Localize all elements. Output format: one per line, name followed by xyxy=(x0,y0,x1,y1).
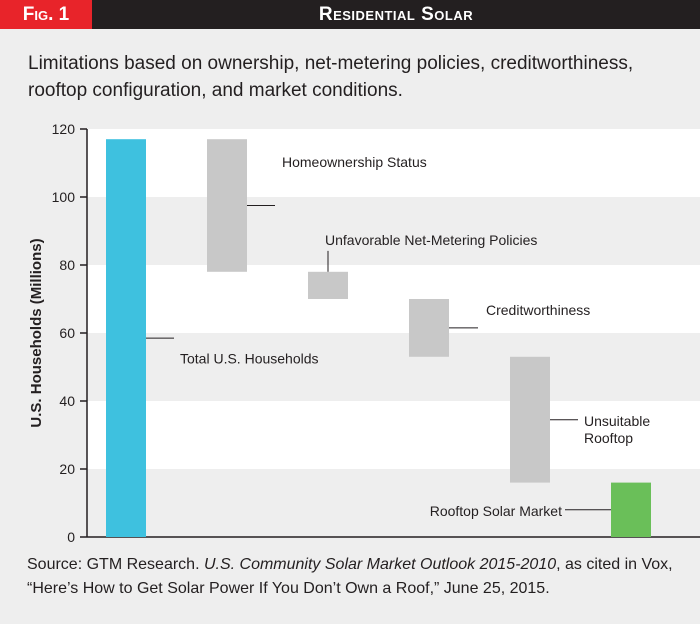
grid-band xyxy=(87,469,700,537)
bar-annotation-label: Rooftop Solar Market xyxy=(430,503,562,519)
bar-market xyxy=(611,482,651,537)
bar-reduction xyxy=(409,299,449,357)
bar-annotation-label: Rooftop xyxy=(584,430,633,446)
y-tick-label: 120 xyxy=(52,121,76,137)
figure-title: Residential Solar xyxy=(318,4,474,25)
figure-number: Fig. 1 xyxy=(0,0,92,29)
y-tick-label: 80 xyxy=(59,257,75,273)
bar-reduction xyxy=(308,271,348,299)
y-tick-label: 40 xyxy=(59,393,75,409)
grid-band xyxy=(87,129,700,197)
source-text-2: , as cited in Vox, “Here’s How to Get So… xyxy=(27,556,673,597)
y-axis-title: U.S. Households (Millions) xyxy=(28,238,45,427)
source-prefix: Source xyxy=(27,556,78,573)
y-tick-label: 100 xyxy=(52,189,76,205)
bar-reduction xyxy=(510,356,550,483)
grid-band xyxy=(87,401,700,469)
bar-annotation-label: Total U.S. Households xyxy=(180,351,319,367)
source-text-1: : GTM Research. xyxy=(77,556,204,573)
bar-annotation-label: Unfavorable Net-Metering Policies xyxy=(325,232,537,248)
bar-annotation-label: Unsuitable xyxy=(584,413,650,429)
y-tick-label: 60 xyxy=(59,325,75,341)
chart-subtitle: Limitations based on ownership, net-mete… xyxy=(28,53,634,101)
grid-band xyxy=(87,333,700,401)
grid-band xyxy=(87,265,700,333)
source-note: Source: GTM Research. U.S. Community Sol… xyxy=(27,553,687,601)
y-tick-label: 20 xyxy=(59,461,75,477)
bar-annotation-label: Homeownership Status xyxy=(282,154,427,170)
bar-total xyxy=(106,139,146,537)
bar-reduction xyxy=(207,139,247,272)
grid-band xyxy=(87,197,700,265)
figure-header: Fig. 1 Residential Solar xyxy=(0,0,700,29)
y-tick-label: 0 xyxy=(67,529,75,545)
source-publication: U.S. Community Solar Market Outlook 2015… xyxy=(203,556,557,573)
bar-annotation-label: Creditworthiness xyxy=(486,302,590,318)
